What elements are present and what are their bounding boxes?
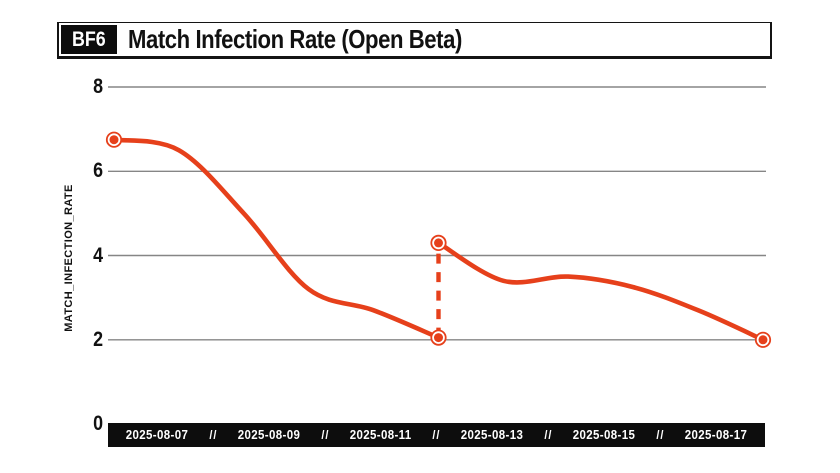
x-tick-separator: // <box>656 428 664 442</box>
data-point-marker-dot <box>758 335 768 345</box>
bf6-logo-text: BF6 <box>71 27 106 51</box>
chart-title: Match Infection Rate (Open Beta) <box>119 23 521 56</box>
x-tick-label: 2025-08-15 <box>572 428 636 442</box>
x-tick-label: 2025-08-09 <box>237 428 301 442</box>
x-tick-separator: // <box>432 428 441 442</box>
y-tick-label: 4 <box>93 244 103 267</box>
data-point-marker-dot <box>434 333 443 343</box>
x-axis-bar: 2025-08-07 // 2025-08-09 // 2025-08-11 // 2025… <box>108 423 765 447</box>
chart-title-text: Match Infection Rate (Open Beta) <box>127 24 462 54</box>
y-tick-label: 2 <box>93 328 103 351</box>
data-point-marker-dot <box>434 238 443 248</box>
x-tick-label: 2025-08-17 <box>684 428 748 442</box>
y-tick-label: 0 <box>93 412 103 435</box>
x-tick-label: 2025-08-11 <box>349 428 412 442</box>
series-line-segment <box>111 137 441 340</box>
y-tick-label: 6 <box>93 159 103 182</box>
data-point-marker-dot <box>109 135 119 145</box>
x-tick-separator: // <box>208 428 217 442</box>
x-tick-separator: // <box>320 428 329 442</box>
bf6-logo: BF6 <box>61 25 117 54</box>
y-tick-label: 8 <box>93 75 103 98</box>
x-tick-separator: // <box>544 428 553 442</box>
x-tick-label: 2025-08-07 <box>125 428 189 442</box>
chart-title-bar: BF6 Match Infection Rate (Open Beta) <box>57 22 772 59</box>
x-tick-label: 2025-08-13 <box>460 428 524 442</box>
series-line-segment <box>436 240 766 343</box>
